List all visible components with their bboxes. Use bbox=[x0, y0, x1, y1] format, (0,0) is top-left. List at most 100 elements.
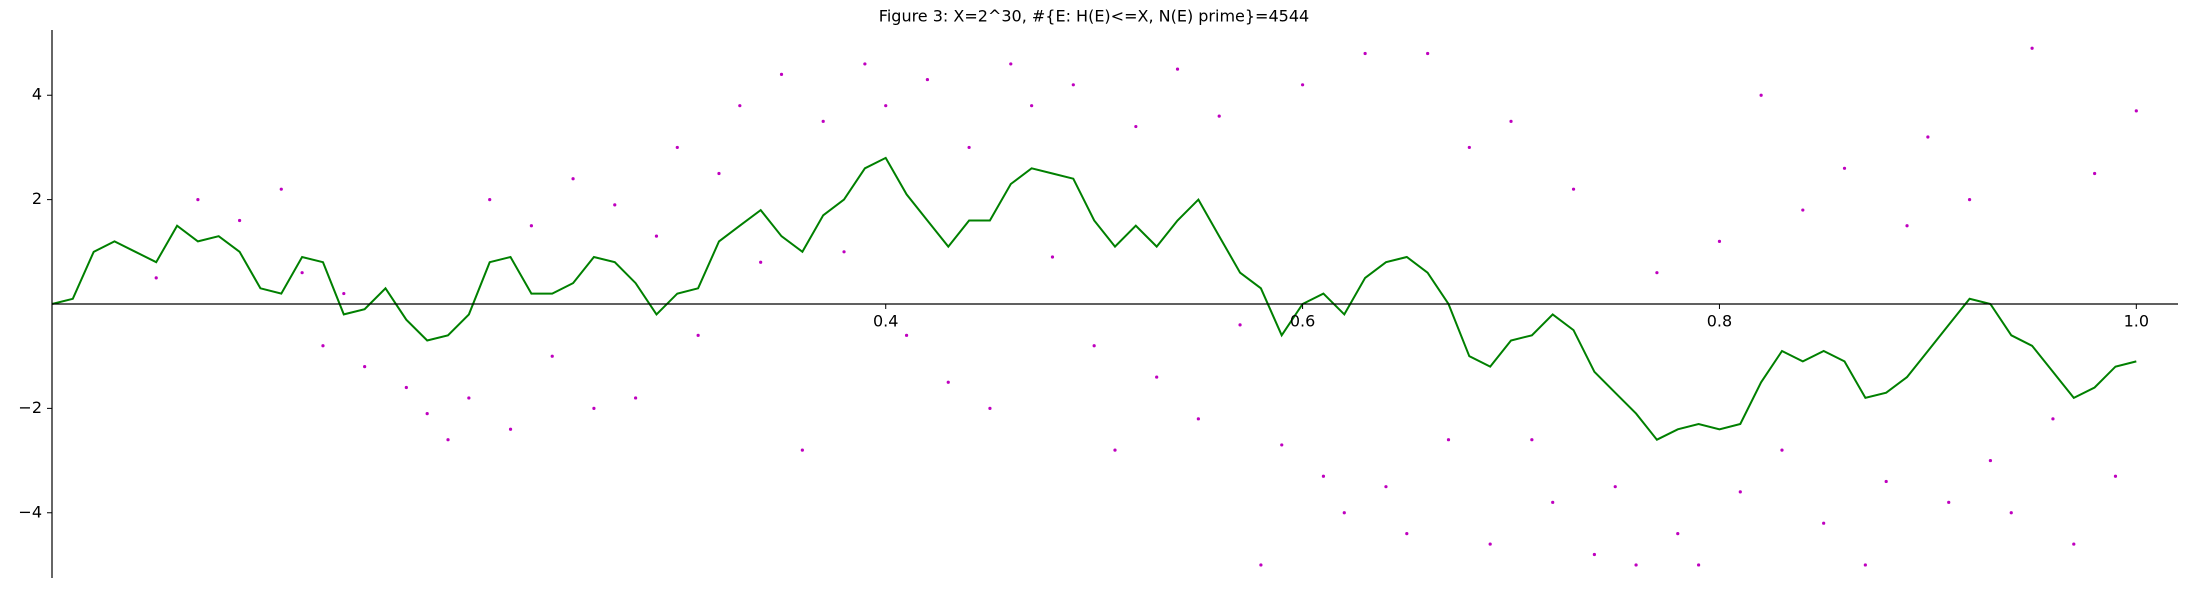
data-point bbox=[613, 203, 617, 207]
data-point bbox=[634, 396, 638, 400]
data-point bbox=[1217, 114, 1221, 118]
data-point bbox=[1759, 93, 1763, 97]
data-point bbox=[1300, 83, 1305, 87]
data-point bbox=[925, 77, 930, 82]
data-point bbox=[1738, 490, 1742, 494]
data-point bbox=[1905, 224, 1909, 228]
data-point bbox=[1530, 438, 1534, 442]
data-point bbox=[821, 119, 825, 123]
data-point bbox=[2134, 109, 2138, 113]
data-point bbox=[2030, 46, 2034, 50]
data-point bbox=[1676, 532, 1680, 536]
data-point bbox=[571, 177, 575, 181]
data-point bbox=[759, 260, 763, 264]
data-point bbox=[592, 406, 596, 410]
data-point bbox=[1988, 458, 1993, 463]
data-point bbox=[154, 276, 158, 280]
data-point bbox=[2113, 474, 2118, 478]
data-point bbox=[1863, 563, 1867, 567]
data-point bbox=[508, 427, 513, 431]
data-point bbox=[988, 406, 992, 410]
data-point bbox=[404, 385, 408, 390]
data-point bbox=[342, 291, 346, 296]
data-point bbox=[1280, 443, 1284, 447]
data-point bbox=[1884, 479, 1888, 484]
data-point bbox=[1071, 83, 1075, 87]
data-point bbox=[1446, 438, 1451, 442]
data-point bbox=[2051, 417, 2055, 421]
x-tick-label: 0.8 bbox=[1707, 312, 1732, 331]
data-point bbox=[425, 412, 429, 416]
data-point bbox=[1842, 166, 1847, 170]
data-point bbox=[1551, 500, 1555, 504]
data-point bbox=[1342, 511, 1346, 515]
y-tick-label: −2 bbox=[18, 398, 42, 417]
data-point bbox=[738, 104, 742, 108]
data-point bbox=[1467, 145, 1471, 150]
data-point bbox=[1947, 500, 1951, 504]
x-tick-label: 1.0 bbox=[2124, 312, 2149, 331]
data-point bbox=[1009, 62, 1013, 66]
data-point bbox=[196, 198, 200, 202]
data-point bbox=[884, 104, 888, 108]
data-point bbox=[1801, 208, 1805, 212]
data-point bbox=[321, 344, 325, 348]
data-point bbox=[904, 333, 909, 337]
data-point bbox=[446, 438, 450, 442]
data-point bbox=[696, 333, 700, 337]
data-point bbox=[300, 271, 304, 275]
y-tick-label: 4 bbox=[32, 85, 42, 104]
x-tick-label: 0.4 bbox=[873, 312, 898, 331]
chart-title: Figure 3: X=2^30, #{E: H(E)<=X, N(E) pri… bbox=[879, 7, 1309, 26]
data-point bbox=[2072, 542, 2076, 546]
data-point bbox=[1196, 417, 1200, 421]
data-point bbox=[1050, 255, 1055, 259]
data-point bbox=[967, 145, 971, 150]
data-point bbox=[237, 218, 242, 223]
data-point bbox=[1509, 119, 1513, 123]
data-point bbox=[529, 224, 533, 228]
data-point bbox=[467, 396, 471, 400]
data-point bbox=[1426, 51, 1430, 56]
data-point bbox=[1780, 448, 1784, 452]
data-point bbox=[1634, 563, 1638, 567]
y-tick-label: 2 bbox=[32, 189, 42, 208]
data-point bbox=[1238, 323, 1242, 327]
data-point bbox=[1613, 485, 1617, 489]
x-tick-label: 0.6 bbox=[1290, 312, 1315, 331]
data-point bbox=[1155, 375, 1159, 379]
data-point bbox=[1384, 485, 1388, 489]
data-point bbox=[1113, 448, 1117, 452]
data-point bbox=[654, 234, 659, 238]
data-point bbox=[1655, 271, 1659, 275]
data-point bbox=[1175, 67, 1180, 71]
y-tick-label: −4 bbox=[18, 502, 42, 521]
data-point bbox=[1697, 563, 1701, 567]
data-point bbox=[1967, 198, 1972, 202]
data-point bbox=[363, 365, 367, 369]
data-point bbox=[1321, 474, 1326, 478]
data-point bbox=[717, 171, 721, 176]
data-point bbox=[1363, 51, 1367, 56]
data-point bbox=[1259, 563, 1263, 567]
data-point bbox=[279, 187, 283, 191]
data-point bbox=[1134, 124, 1138, 129]
data-point bbox=[1092, 344, 1096, 348]
data-point bbox=[675, 145, 679, 150]
data-point bbox=[1822, 521, 1826, 525]
data-point bbox=[1717, 239, 1722, 243]
data-point bbox=[1488, 542, 1492, 546]
data-point bbox=[863, 62, 867, 66]
data-point bbox=[488, 198, 492, 202]
data-point bbox=[842, 250, 846, 254]
data-point bbox=[550, 354, 554, 358]
data-point bbox=[779, 72, 784, 76]
data-point bbox=[1571, 187, 1576, 191]
data-point bbox=[800, 448, 804, 452]
data-point bbox=[946, 380, 950, 384]
data-point bbox=[1405, 532, 1409, 536]
data-point bbox=[2009, 511, 2013, 515]
data-point bbox=[1926, 135, 1930, 139]
